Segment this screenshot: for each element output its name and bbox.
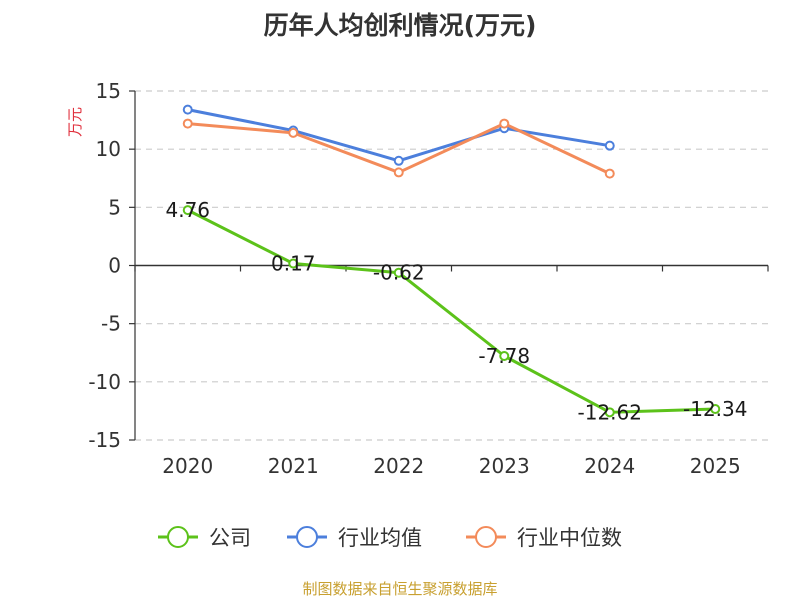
data-point bbox=[182, 118, 193, 129]
data-point bbox=[288, 127, 299, 138]
data-point bbox=[499, 351, 510, 362]
legend-marker bbox=[475, 526, 497, 548]
x-tick-label: 2022 bbox=[373, 454, 424, 478]
axes: 15 10 5 0 -5 -10 -15 2020 2021 2022 2023 2024 2025 bbox=[88, 79, 769, 478]
data-point bbox=[182, 104, 193, 115]
legend-label: 行业中位数 bbox=[517, 526, 622, 550]
legend-marker bbox=[167, 526, 189, 548]
legend-label: 行业均值 bbox=[338, 526, 422, 550]
data-point bbox=[499, 118, 510, 129]
x-tick-label: 2021 bbox=[268, 454, 319, 478]
data-label: -0.62 bbox=[373, 261, 425, 285]
data-point bbox=[604, 168, 615, 179]
source-note: 制图数据来自恒生聚源数据库 bbox=[302, 580, 497, 598]
legend-item[interactable]: 公司 bbox=[158, 526, 251, 550]
data-label: -12.62 bbox=[578, 400, 642, 424]
data-labels: 4.76 0.17 -0.62 -7.78 -12.62 -12.34 bbox=[165, 198, 747, 424]
data-label: -12.34 bbox=[683, 397, 747, 421]
data-label: 0.17 bbox=[271, 252, 316, 276]
data-point bbox=[604, 407, 615, 418]
y-tick-label: 5 bbox=[108, 195, 121, 219]
data-label: -7.78 bbox=[478, 344, 530, 368]
y-tick-label: -15 bbox=[88, 428, 121, 452]
series-line bbox=[187, 208, 716, 414]
legend-item[interactable]: 行业均值 bbox=[287, 526, 422, 550]
x-tick-label: 2025 bbox=[690, 454, 741, 478]
legend[interactable]: 公司 行业均值 行业中位数 bbox=[158, 526, 622, 550]
data-label: 4.76 bbox=[165, 198, 210, 222]
data-point bbox=[710, 404, 721, 415]
y-tick-label: -5 bbox=[101, 312, 121, 336]
series-lines bbox=[182, 104, 721, 418]
data-point bbox=[288, 258, 299, 269]
legend-marker bbox=[296, 526, 318, 548]
y-tick-label: 15 bbox=[96, 79, 121, 103]
y-tick-label: -10 bbox=[88, 370, 121, 394]
x-tick-label: 2024 bbox=[584, 454, 635, 478]
data-point bbox=[182, 205, 193, 216]
chart-title: 历年人均创利情况(万元) bbox=[264, 11, 537, 40]
data-point bbox=[393, 155, 404, 166]
x-tick-label: 2020 bbox=[162, 454, 213, 478]
data-point bbox=[393, 267, 404, 278]
y-tick-label: 10 bbox=[96, 137, 121, 161]
data-point bbox=[604, 140, 615, 151]
legend-label: 公司 bbox=[209, 526, 251, 550]
y-axis-label: 万元 bbox=[66, 107, 84, 137]
y-tick-label: 0 bbox=[108, 254, 121, 278]
legend-item[interactable]: 行业中位数 bbox=[466, 526, 622, 550]
data-point bbox=[393, 167, 404, 178]
series-line bbox=[187, 108, 610, 163]
x-tick-label: 2023 bbox=[479, 454, 530, 478]
